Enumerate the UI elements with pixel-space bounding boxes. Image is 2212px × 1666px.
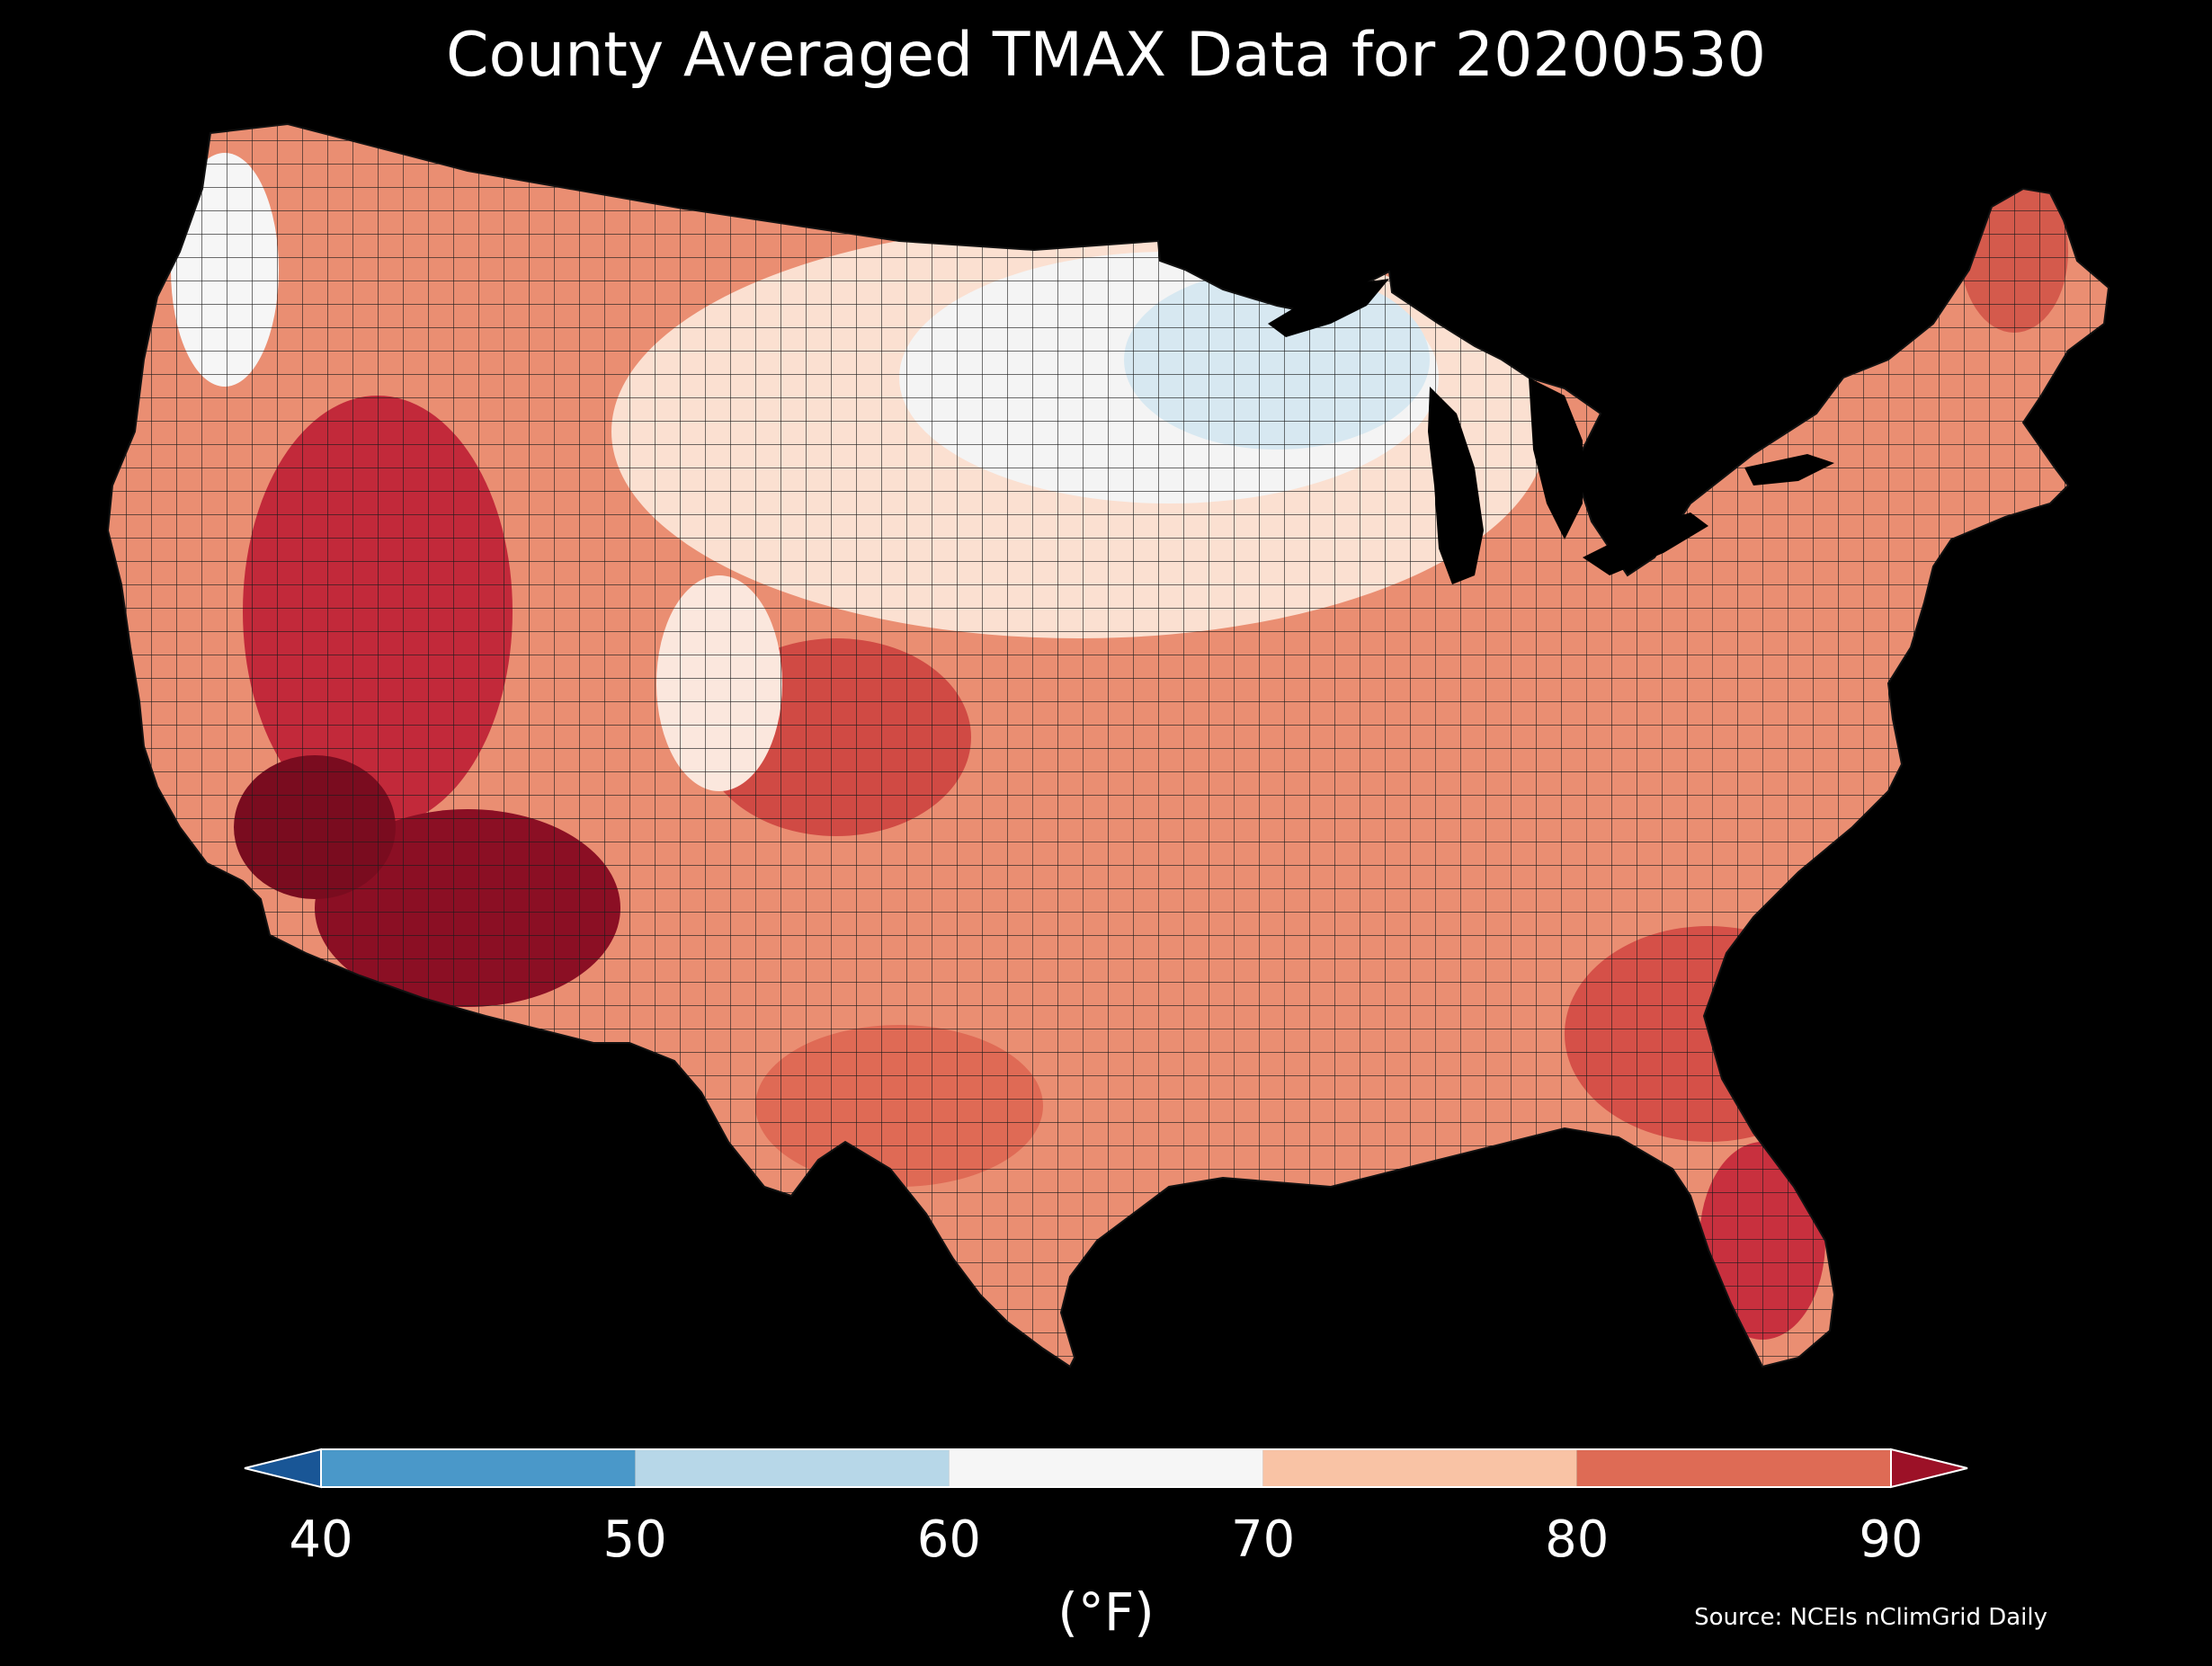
- colorbar-tick-50: 50: [602, 1510, 667, 1569]
- colorbar-frame: [321, 1448, 1891, 1488]
- colorbar-bin-60-70: [949, 1449, 1263, 1487]
- lake-erie: [1583, 512, 1708, 575]
- lake-michigan: [1428, 387, 1484, 584]
- lake-superior: [1268, 279, 1389, 337]
- colorbar-tick-90: 90: [1859, 1510, 1923, 1569]
- lake-ontario: [1744, 454, 1834, 486]
- colorbar-tick-80: 80: [1545, 1510, 1610, 1569]
- source-credit: Source: NCEIs nClimGrid Daily: [1694, 1604, 2047, 1631]
- colorbar-over-arrow: [1890, 1448, 1968, 1489]
- great-lakes: [1268, 279, 1834, 584]
- colorbar-bin-70-80: [1262, 1449, 1577, 1487]
- colorbar-under-arrow: [244, 1448, 322, 1489]
- colorbar-bin-80-90: [1576, 1449, 1891, 1487]
- colorbar-tick-70: 70: [1230, 1510, 1296, 1569]
- colorbar-unit-label: (°F): [1057, 1581, 1155, 1643]
- conus-outline: [106, 122, 2110, 1368]
- colorbar-bin-40-50: [321, 1449, 636, 1487]
- map-title: County Averaged TMAX Data for 20200530: [446, 20, 1766, 91]
- lake-huron: [1529, 378, 1583, 539]
- colorbar-bin-50-60: [635, 1449, 950, 1487]
- colorbar-tick-60: 60: [916, 1510, 982, 1569]
- colorbar-tick-40: 40: [289, 1510, 353, 1569]
